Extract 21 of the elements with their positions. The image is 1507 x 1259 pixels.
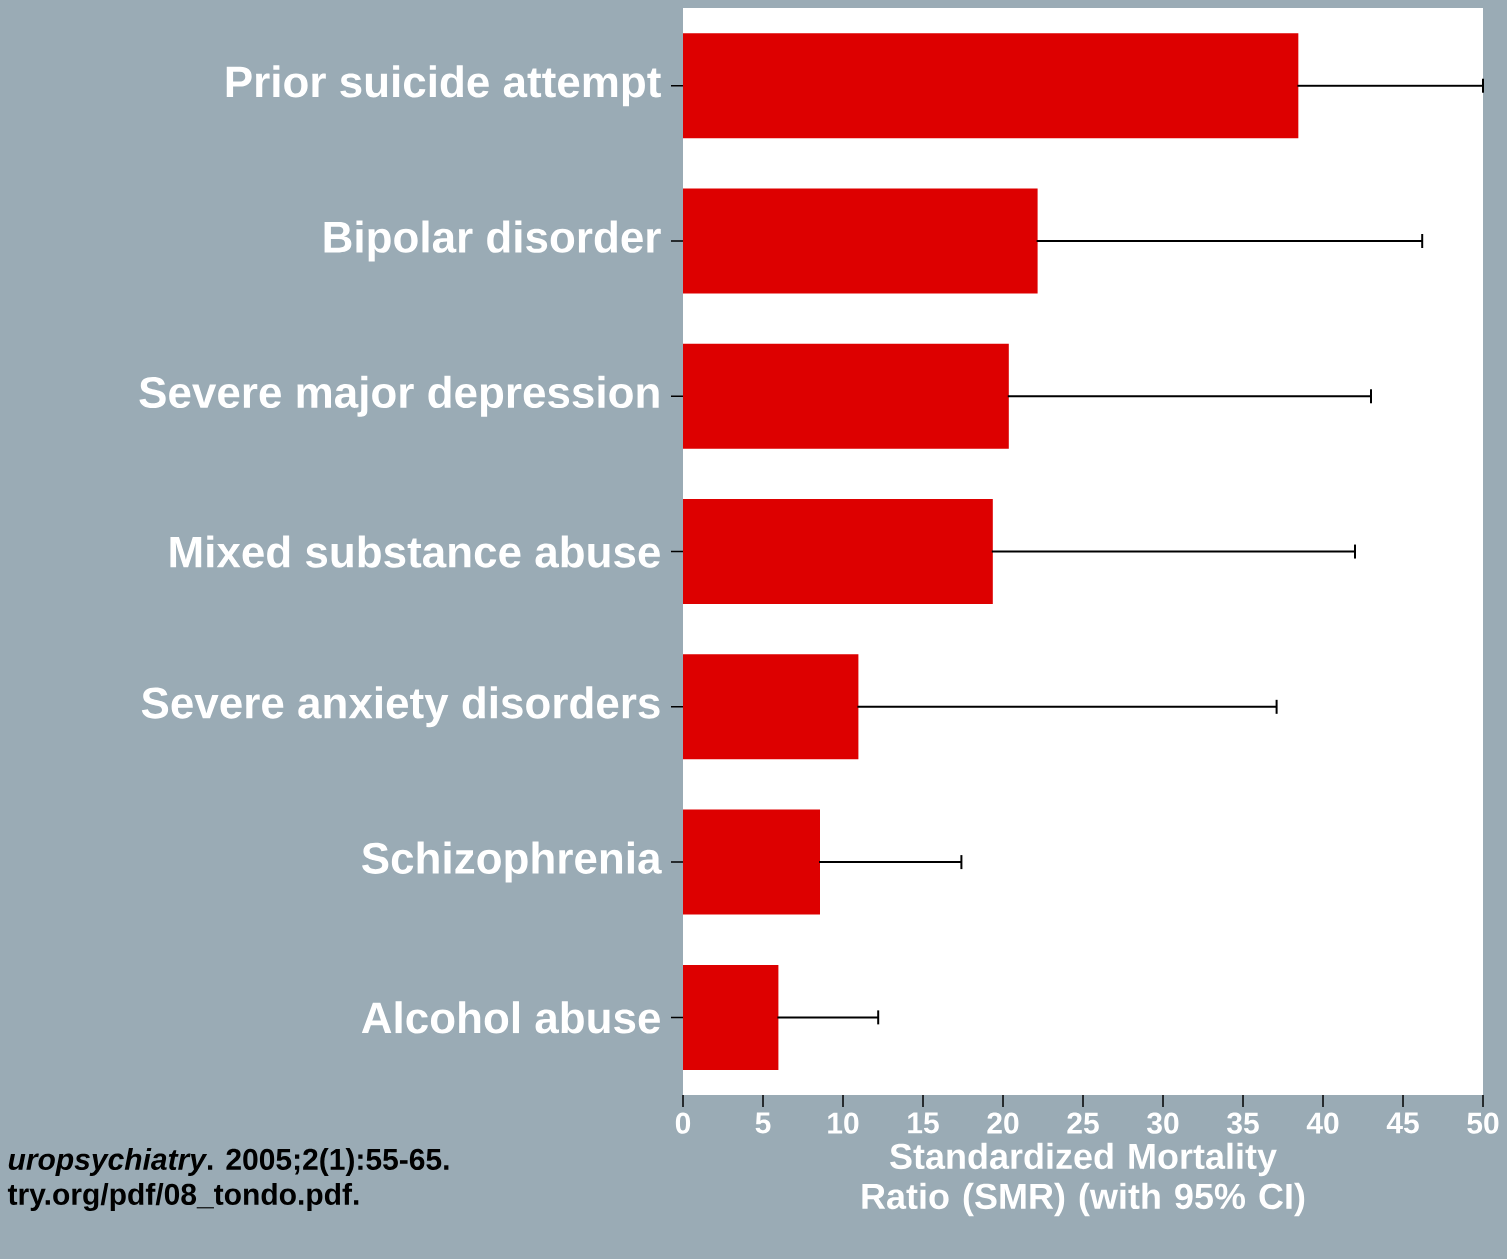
x-tick-label: 20 [987,1112,1019,1134]
y-tick-label: Severe anxiety disorders [141,686,660,728]
x-tick-label: 40 [1306,1112,1339,1134]
x-tick-label: 30 [1147,1112,1179,1134]
x-tick-label: 45 [1386,1112,1419,1134]
text: uropsychiatry. 2005;2(1):55-65. [8,1148,449,1176]
text: try.org/pdf/08_tondo.pdf. [7,1182,359,1212]
x-tick-label: 10 [828,1112,859,1134]
x-axis-title: Standardized Mortality Ratio (SMR) (with 95% CI) [862,1142,1305,1217]
y-tick-label: Alcohol abuse [361,1001,660,1034]
y-tick-label: Severe major depression [139,375,659,417]
y-tick-label: Bipolar disorder [324,220,661,262]
x-tick-label: 0 [675,1112,691,1134]
x-tick-label: 5 [755,1112,771,1134]
y-tick-label: Mixed substance abuse [170,535,660,568]
x-tick-label: 50 [1467,1112,1499,1134]
y-tick-label: Schizophrenia [362,841,662,883]
x-tick-label: 35 [1227,1112,1259,1134]
x-tick-label: 25 [1067,1112,1099,1134]
y-tick-label: Prior suicide attempt [226,65,661,107]
x-tick-label: 15 [908,1112,939,1134]
